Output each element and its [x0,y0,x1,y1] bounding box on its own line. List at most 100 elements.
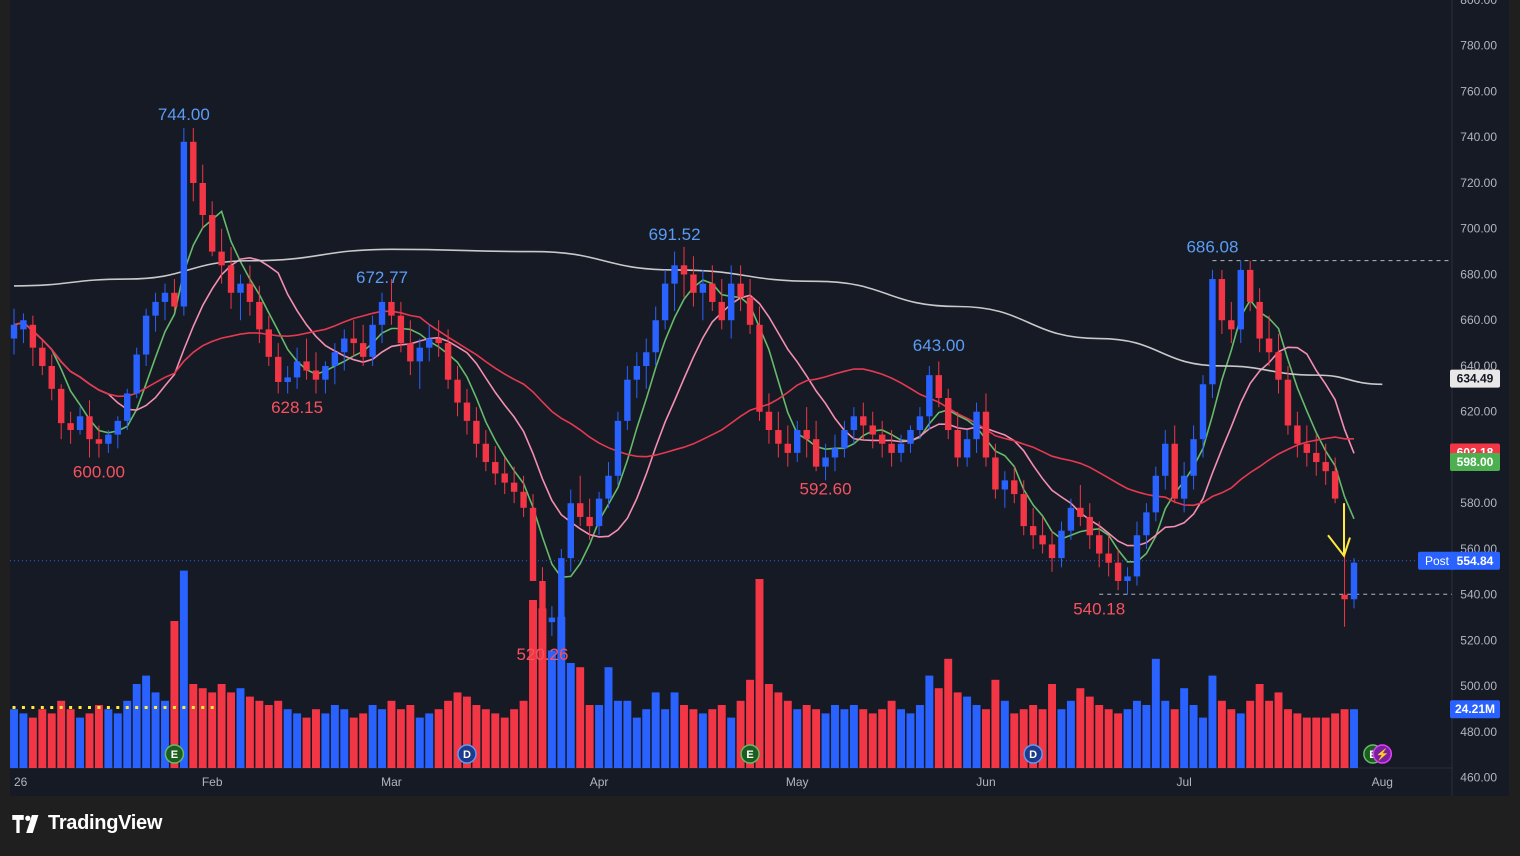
candle [1048,530,1056,572]
candle-body [784,443,792,453]
volume-bar [1048,684,1056,768]
volume-bar [1246,700,1255,768]
price-badge-ma10: 598.00 [1450,453,1500,472]
candle [359,324,367,366]
volume-average-dot [50,706,54,709]
candle-body [661,283,669,321]
candle [690,256,697,307]
candle-body [1313,452,1320,463]
chart-pane[interactable]: 744.00 600.00 672.77 628.15 520.26 691.52 592.… [10,0,1509,796]
volume-bar [161,700,169,768]
candle-body [29,324,37,348]
volume-average-dot [69,706,73,709]
candle-body [1237,269,1244,330]
candle [48,354,55,401]
candle-body [1322,462,1329,472]
volume-bar [1302,717,1311,768]
candle [888,430,895,467]
arrow-head [1327,534,1351,558]
volume-bar [1114,713,1123,768]
volume-bar [538,608,547,768]
volume-average-dot [97,706,101,709]
volume-bar [764,684,773,768]
volume-bar [132,684,141,768]
volume-average-dot [172,706,176,709]
volume-average-dot [144,706,148,709]
candle [680,247,688,298]
candle-body [1190,439,1197,476]
volume-bar [991,679,1000,768]
candle-body [1152,475,1160,513]
candle [1171,425,1178,504]
candle-body [1294,425,1301,444]
volume-bar [897,709,906,768]
candle [727,265,735,339]
candle [539,567,546,632]
price-badge-value: 554.84 [1457,554,1494,568]
volume-bar [415,717,424,768]
volume-average-dot [125,706,129,709]
candle [1143,503,1150,549]
candle-body [105,434,112,444]
candle [39,338,46,376]
volume-bar [595,705,604,768]
volume-bar [1132,700,1141,768]
candle [841,420,848,458]
candle [529,494,537,581]
candle [1228,301,1235,344]
candle [265,315,272,366]
volume-average-dot [87,706,91,709]
candle [378,292,386,344]
candle-body [539,580,546,623]
high-low-label: 592.60 [800,479,852,498]
candle [142,308,150,366]
candle-body [208,215,216,252]
price-badge-post: Post 554.84 [1418,551,1500,570]
candle-body [388,301,395,316]
volume-bar [123,700,132,768]
volume-bar [812,709,821,768]
candle [369,315,376,366]
high-low-label: 672.77 [356,268,408,287]
candle [624,365,631,431]
y-axis-tick-label: 680.00 [1460,267,1497,281]
volume-bar [623,700,632,768]
volume-bar [1189,705,1198,768]
volume-bar [510,709,519,768]
volume-bar [1199,717,1207,768]
candle [1105,535,1112,577]
candle-body [1246,269,1254,302]
volume-bar [1312,717,1321,768]
candlestick-chart[interactable]: 744.00 600.00 672.77 628.15 520.26 691.52 592.… [10,0,1509,796]
candle-body [341,338,348,353]
candle-body [256,301,263,330]
volume-bar [28,717,37,768]
candle [671,251,678,312]
candle-body [180,141,188,307]
candle [76,407,84,435]
candle [614,411,622,485]
candle [812,420,820,472]
x-axis-tick-label: Apr [590,775,609,789]
candle-body [1114,562,1122,581]
event-icon [740,744,760,764]
candle [709,265,716,312]
volume-bar [793,709,802,768]
candle [105,430,112,453]
volume-bar [179,570,188,768]
high-low-label: 643.00 [913,336,965,355]
volume-bar [774,692,783,768]
event-icon [1023,744,1043,764]
candle-body [1020,494,1027,527]
volume-bar [283,709,292,768]
candle-body [982,411,990,458]
tradingview-logo[interactable]: TradingView [12,812,162,835]
candle-body [265,329,272,357]
candle-body [945,398,952,431]
volume-bar [1123,709,1132,768]
candle [95,425,103,458]
x-axis-tick-label: May [786,775,809,789]
volume-bar [1208,675,1217,768]
candle-body [199,182,206,216]
candle [133,347,140,398]
